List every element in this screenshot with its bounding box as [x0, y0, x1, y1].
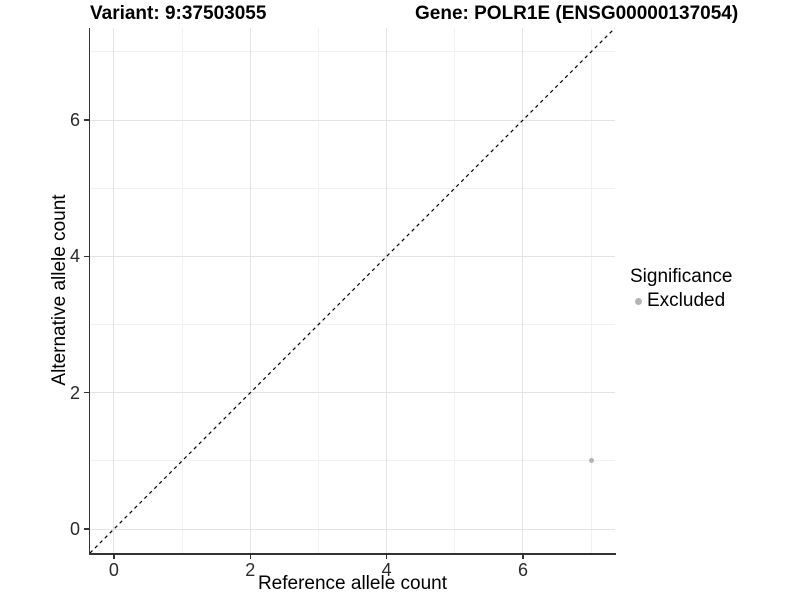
gridline-horizontal	[90, 119, 615, 121]
x-tick-label: 0	[108, 560, 119, 580]
legend-item-label: Excluded	[647, 290, 726, 311]
plot-title-variant: Variant: 9:37503055	[90, 3, 267, 24]
gridline-horizontal	[90, 187, 615, 189]
y-axis-tick	[84, 255, 89, 258]
gridline-vertical	[454, 28, 456, 553]
x-axis-tick	[385, 554, 388, 560]
gridline-horizontal	[90, 255, 615, 257]
y-tick-label: 4	[69, 246, 80, 267]
y-axis-tick	[84, 528, 89, 530]
gridline-vertical	[590, 28, 592, 553]
gridline-vertical	[249, 28, 251, 553]
gridline-vertical	[386, 28, 388, 553]
y-axis-tick	[84, 392, 89, 394]
y-axis-title: Alternative allele count	[49, 194, 70, 386]
y-tick-label: 6	[69, 110, 80, 131]
x-tick-label: 2	[245, 560, 256, 580]
x-tick-label: 6	[517, 560, 528, 580]
y-axis-line	[88, 28, 91, 555]
legend-item: Excluded	[630, 290, 732, 312]
gridline-horizontal	[90, 528, 615, 530]
plot-title-gene: Gene: POLR1E (ENSG00000137054)	[415, 3, 739, 24]
y-tick-label: 0	[69, 519, 80, 540]
x-axis-tick	[249, 554, 251, 560]
gridline-horizontal	[90, 392, 615, 394]
gridline-vertical	[317, 28, 319, 553]
gridline-horizontal	[90, 51, 615, 53]
y-axis-tick	[84, 119, 89, 121]
legend-items: Excluded	[630, 290, 732, 312]
y-tick-label: 2	[69, 382, 80, 403]
gridline-horizontal	[90, 460, 615, 462]
gridline-horizontal	[90, 324, 615, 326]
legend-title: Significance	[630, 266, 733, 287]
gridline-vertical	[113, 28, 115, 553]
gridline-vertical	[181, 28, 183, 553]
data-point	[588, 458, 594, 464]
x-axis-tick	[113, 554, 115, 560]
gridline-vertical	[522, 28, 524, 553]
identity-line	[90, 28, 615, 553]
legend-point-icon	[635, 297, 642, 305]
x-axis-title: Reference allele count	[257, 573, 448, 594]
legend: Significance Excluded	[630, 266, 732, 312]
x-tick-label: 4	[381, 560, 392, 580]
plot-panel	[90, 28, 615, 553]
x-axis-line	[88, 553, 616, 555]
x-axis-tick	[522, 554, 524, 560]
